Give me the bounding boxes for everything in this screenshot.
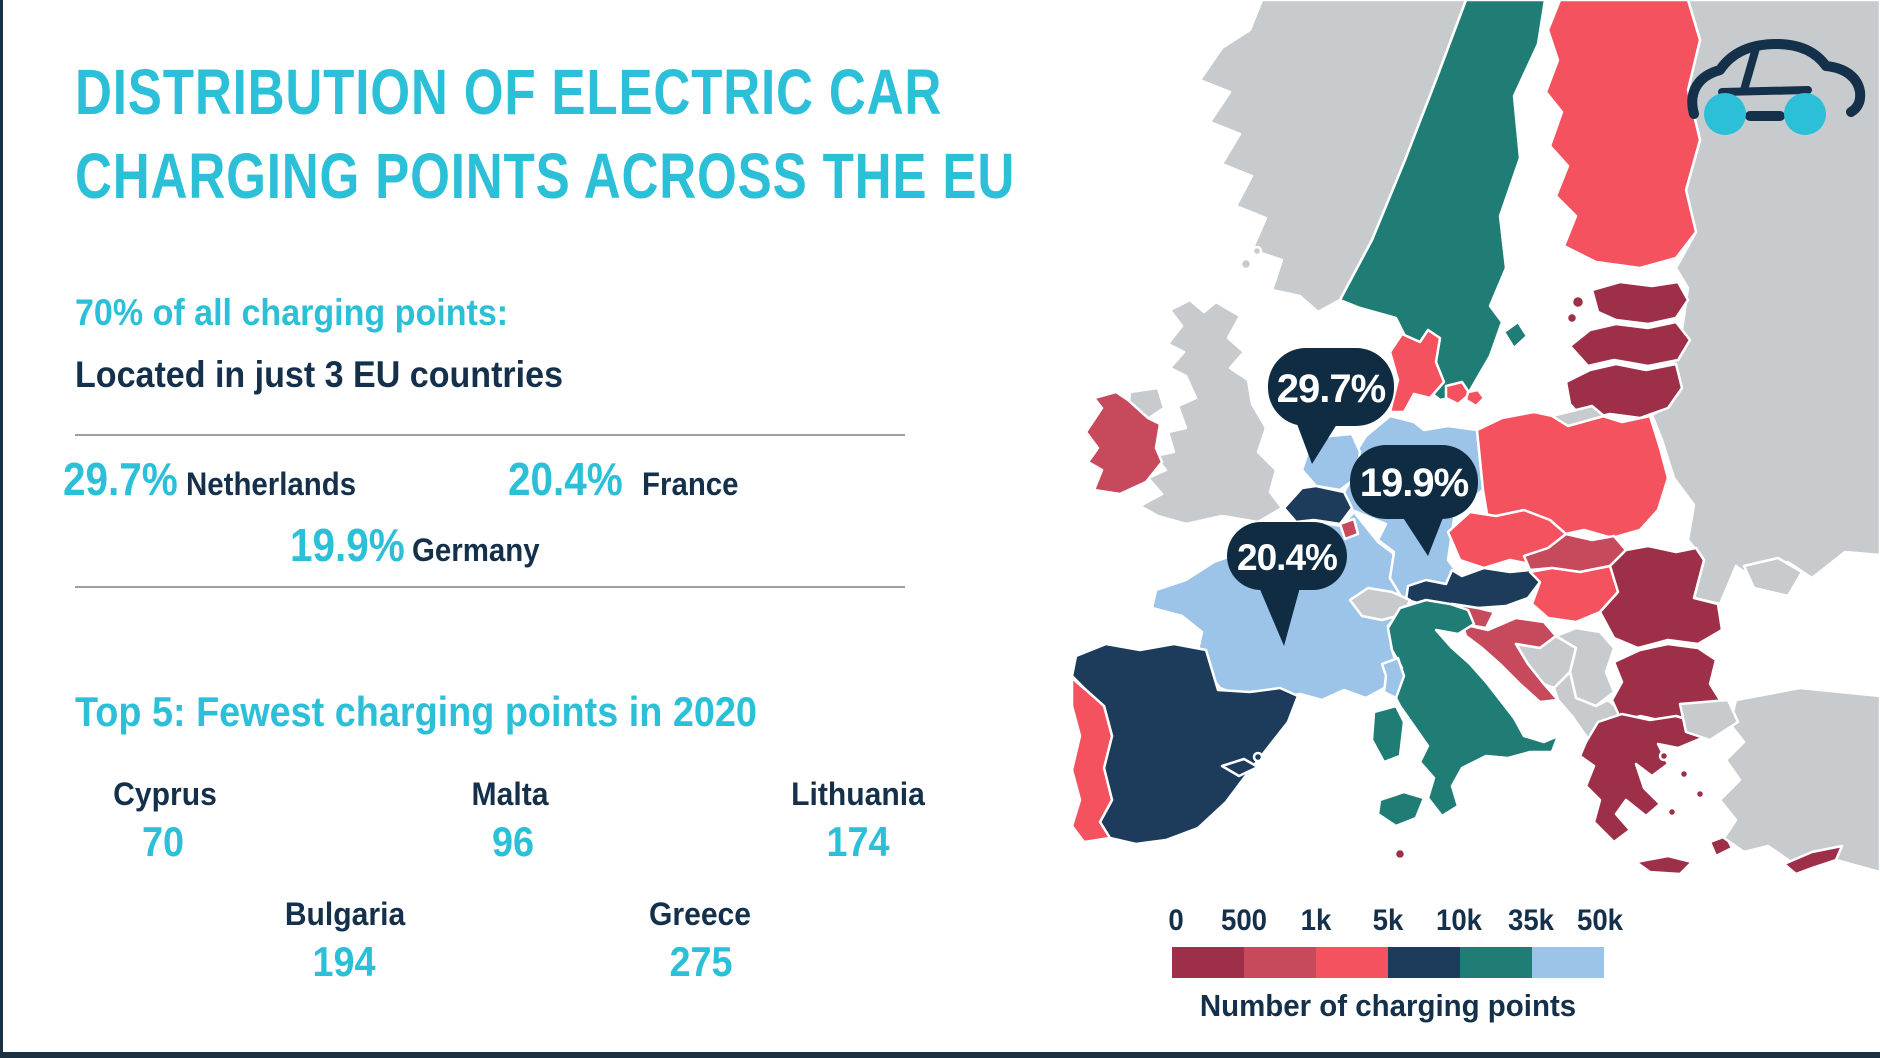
country-latvia <box>1568 320 1692 368</box>
legend-tick-500: 500 <box>1220 904 1268 937</box>
country-ireland <box>1084 390 1164 496</box>
country-shetland-1 <box>1239 257 1253 271</box>
country-malta <box>1393 847 1407 861</box>
stat-country-netherlands: Netherlands <box>186 466 357 502</box>
legend-seg-0-500 <box>1172 947 1244 978</box>
legend-seg-500-1k <box>1244 947 1316 978</box>
estonia-island-2 <box>1565 311 1579 325</box>
callout-netherlands-body <box>1268 348 1394 426</box>
estonia-island-1 <box>1570 294 1586 310</box>
page-title-line2: CHARGING POINTS ACROSS THE EU <box>75 140 1016 212</box>
stat-country-germany: Germany <box>412 532 540 568</box>
country-italy <box>1386 598 1560 818</box>
frame-edge-left <box>0 0 3 1058</box>
greek-island-4 <box>1666 806 1678 818</box>
country-gotland <box>1502 320 1529 350</box>
callout-netherlands-label: 29.7% <box>1277 367 1386 411</box>
country-kaliningrad <box>1550 404 1606 428</box>
country-belgium <box>1282 484 1354 526</box>
greek-island-1 <box>1658 750 1670 762</box>
legend-seg-35k-50k <box>1532 947 1604 978</box>
legend-seg-10k-35k <box>1460 947 1532 978</box>
divider-top <box>75 434 905 436</box>
legend-caption: Number of charging points <box>1199 988 1577 1023</box>
highlight-sub: Located in just 3 EU countries <box>75 354 564 395</box>
country-serbia <box>1554 626 1616 708</box>
country-crimea <box>1742 556 1804 598</box>
legend-tick-1k: 1k <box>1300 904 1332 937</box>
legend-tick-10k: 10k <box>1435 904 1483 937</box>
legend-tick-5k: 5k <box>1372 904 1404 937</box>
legend-color-bar <box>1172 947 1604 978</box>
legend-tick-0: 0 <box>1168 904 1184 937</box>
callout-germany-label: 19.9% <box>1360 461 1469 505</box>
callout-france-body <box>1227 522 1347 590</box>
country-sardinia <box>1370 704 1406 764</box>
page-title-line1: DISTRIBUTION OF ELECTRIC CAR <box>75 56 943 128</box>
callout-france-label: 20.4% <box>1237 537 1337 578</box>
stat-pct-netherlands: 29.7% <box>63 453 178 505</box>
fewest-value-greece: 275 <box>669 938 733 985</box>
country-denmark-funen <box>1464 388 1486 408</box>
divider-bottom <box>75 586 905 588</box>
country-corsica <box>1380 656 1406 700</box>
country-finland <box>1544 0 1702 270</box>
country-balearics <box>1220 757 1260 778</box>
legend-seg-1k-5k <box>1316 947 1388 978</box>
europe-choropleth-map: 29.7% 19.9% 20.4% <box>1070 0 1880 876</box>
callout-germany-tail <box>1398 510 1446 556</box>
fewest-country-cyprus: Cyprus <box>113 776 217 812</box>
country-greece <box>1578 712 1704 844</box>
fewest-value-bulgaria: 194 <box>312 938 376 985</box>
fewest-country-greece: Greece <box>648 896 752 932</box>
country-turkey <box>1718 686 1880 874</box>
country-portugal <box>1070 676 1114 844</box>
electric-car-icon <box>1687 39 1866 135</box>
greek-island-2 <box>1678 768 1690 780</box>
greek-island-3 <box>1694 788 1706 800</box>
country-balearics-minorca <box>1252 751 1264 763</box>
callout-france-tail <box>1256 580 1302 646</box>
fewest-country-bulgaria: Bulgaria <box>284 896 406 932</box>
country-denmark-zealand <box>1444 380 1472 406</box>
legend-seg-5k-10k <box>1388 947 1460 978</box>
fewest-value-malta: 96 <box>491 818 535 865</box>
fewest-value-lithuania: 174 <box>826 818 890 865</box>
country-turkey-thrace <box>1678 698 1740 742</box>
fewest-country-malta: Malta <box>471 776 549 812</box>
country-uk <box>1138 298 1284 526</box>
legend-tick-35k: 35k <box>1507 904 1555 937</box>
callout-germany: 19.9% <box>1350 445 1478 556</box>
highlight-lead: 70% of all charging points: <box>75 292 509 333</box>
country-cyprus <box>1782 844 1844 876</box>
country-luxembourg <box>1338 517 1360 541</box>
frame-edge-bottom <box>0 1052 1880 1058</box>
fewest-heading: Top 5: Fewest charging points in 2020 <box>75 688 757 735</box>
car-wheel-front <box>1784 93 1826 135</box>
callout-netherlands: 29.7% <box>1268 348 1394 464</box>
callout-netherlands-tail <box>1294 416 1342 464</box>
country-estonia <box>1590 280 1690 326</box>
page-title: DISTRIBUTION OF ELECTRIC CAR CHARGING PO… <box>75 50 1250 218</box>
callout-germany-body <box>1350 445 1478 519</box>
stat-pct-germany: 19.9% <box>290 519 405 571</box>
car-wheel-rear <box>1704 93 1746 135</box>
country-romania <box>1598 544 1724 650</box>
fewest-country-lithuania: Lithuania <box>791 776 925 812</box>
callout-france: 20.4% <box>1227 522 1347 646</box>
stat-country-france: France <box>642 466 739 502</box>
country-crete <box>1634 854 1694 876</box>
stat-pct-france: 20.4% <box>508 453 623 505</box>
country-denmark <box>1388 328 1446 414</box>
legend-tick-50k: 50k <box>1576 904 1624 937</box>
fewest-value-cyprus: 70 <box>141 818 185 865</box>
country-shetland-2 <box>1251 245 1263 257</box>
country-sicily <box>1376 790 1426 828</box>
